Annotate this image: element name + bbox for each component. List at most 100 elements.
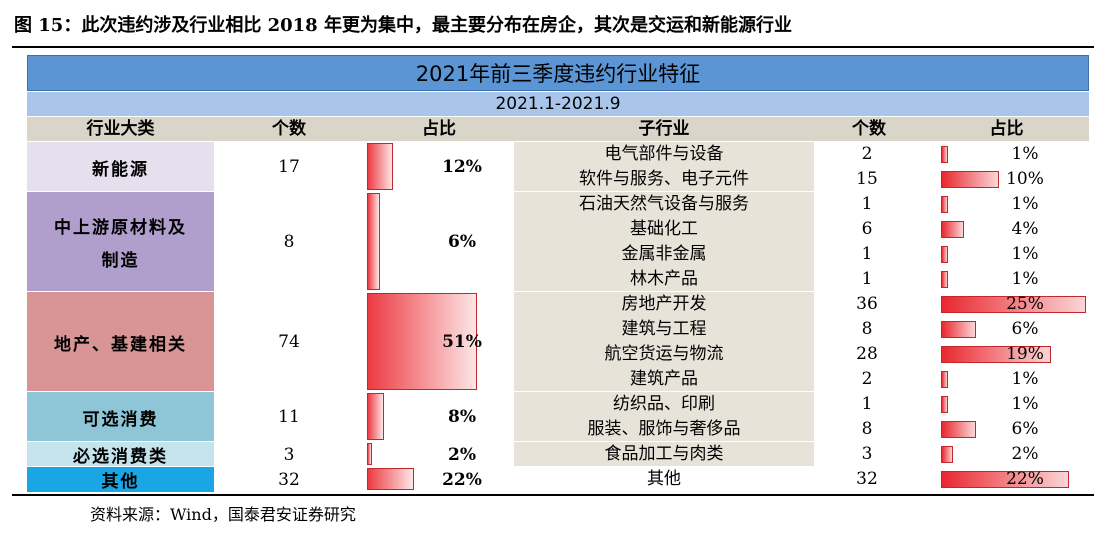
category-share-label: 2% [448, 444, 476, 465]
subindustry-share-bar [941, 246, 948, 263]
subindustry-share-label: 2% [1011, 444, 1039, 464]
subindustry-block [514, 442, 814, 467]
category-share-cell: 51% [364, 292, 514, 392]
subindustry-count: 28 [856, 344, 878, 364]
subindustry-share-label: 4% [1011, 219, 1039, 239]
subindustry-name: 基础化工 [630, 219, 698, 239]
subindustry-block [514, 192, 814, 292]
header-subindustry: 子行业 [514, 117, 814, 141]
subindustry-share-label: 1% [1011, 394, 1039, 414]
subindustry-name: 石油天然气设备与服务 [579, 194, 749, 214]
subindustry-share-bar [941, 221, 965, 238]
category-count: 3 [214, 442, 364, 467]
subindustry-count: 1 [861, 244, 873, 264]
subindustry-name: 电气部件与设备 [604, 144, 724, 164]
category-name-cell: 必选消费类 [27, 442, 214, 467]
category-share-cell: 22% [364, 467, 514, 492]
category-name: 新能源 [92, 159, 149, 180]
header-sub-share: 占比 [924, 117, 1089, 141]
category-share-cell: 8% [364, 392, 514, 442]
category-name: 必选消费类 [73, 447, 168, 467]
subindustry-share-bar [941, 371, 948, 388]
table-period: 2021.1-2021.9 [27, 92, 1089, 116]
subindustry-share-label: 1% [1011, 369, 1039, 389]
subindustry-share-bar [941, 171, 999, 188]
subindustry-share-label: 1% [1011, 144, 1039, 164]
bottom-rule [12, 494, 1094, 496]
subindustry-share-bar [941, 421, 976, 438]
category-name: 地产、基建相关 [54, 334, 187, 355]
figure-caption: 图 15：此次违约涉及行业相比 2018 年更为集中，最主要分布在房企，其次是交… [14, 15, 792, 36]
subindustry-share-bar [941, 446, 953, 463]
category-share-bar [367, 143, 393, 190]
category-name: 可选消费 [82, 409, 159, 430]
subindustry-name: 建筑与工程 [621, 319, 707, 339]
subindustry-share-bar [941, 296, 1086, 313]
category-share-label: 12% [442, 157, 482, 177]
category-count: 8 [214, 192, 364, 292]
subindustry-share-label: 6% [1011, 319, 1039, 339]
subindustry-block [514, 142, 814, 192]
category-name-cell: 中上游原材料及 制造 [27, 192, 214, 292]
subindustry-count: 2 [861, 144, 873, 164]
category-count: 32 [214, 467, 364, 492]
category-name: 其他 [101, 472, 140, 492]
header-category: 行业大类 [27, 117, 214, 141]
category-count: 11 [214, 392, 364, 442]
subindustry-count: 8 [861, 419, 873, 439]
default-industry-table: 2021年前三季度违约行业特征 2021.1-2021.9 行业大类 个数 占比… [27, 55, 1089, 492]
subindustry-name: 航空货运与物流 [604, 344, 724, 364]
source-note: 资料来源：Wind，国泰君安证券研究 [90, 505, 356, 524]
subindustry-name: 其他 [647, 469, 681, 489]
subindustry-share-bar [941, 396, 948, 413]
subindustry-count: 3 [861, 444, 873, 464]
subindustry-count: 1 [861, 394, 873, 414]
category-share-bar [367, 393, 385, 440]
subindustry-share-label: 25% [1006, 294, 1044, 314]
subindustry-name: 纺织品、印刷 [613, 394, 715, 414]
category-share-bar [367, 443, 372, 465]
category-share-bar [367, 193, 380, 290]
table-title: 2021年前三季度违约行业特征 [27, 55, 1089, 91]
subindustry-share-bar [941, 321, 976, 338]
subindustry-count: 1 [861, 194, 873, 214]
subindustry-block [514, 292, 814, 392]
subindustry-share-bar [941, 346, 1052, 363]
subindustry-share-label: 19% [1006, 344, 1044, 364]
category-name-line2: 制造 [101, 251, 140, 271]
header-sub-count: 个数 [814, 117, 924, 141]
category-name-cell: 地产、基建相关 [27, 292, 214, 392]
subindustry-name: 房地产开发 [621, 294, 707, 314]
subindustry-block [514, 392, 814, 442]
category-share-cell: 12% [364, 142, 514, 192]
header-share: 占比 [364, 117, 514, 141]
subindustry-share-bar [941, 271, 948, 288]
header-count: 个数 [214, 117, 364, 141]
subindustry-count: 8 [861, 319, 873, 339]
category-share-bar [367, 293, 477, 390]
subindustry-count: 36 [856, 294, 878, 314]
category-name-cell: 新能源 [27, 142, 214, 192]
subindustry-name: 食品加工与肉类 [604, 444, 724, 464]
subindustry-name: 建筑产品 [630, 369, 698, 389]
subindustry-block [514, 467, 814, 492]
top-rule [12, 46, 1094, 48]
category-share-label: 6% [448, 232, 476, 252]
subindustry-count: 32 [856, 469, 878, 489]
category-share-cell: 6% [364, 192, 514, 292]
category-share-label: 51% [442, 332, 482, 352]
subindustry-share-bar [941, 196, 948, 213]
subindustry-share-label: 1% [1011, 194, 1039, 214]
category-count: 74 [214, 292, 364, 392]
subindustry-share-bar [941, 471, 1069, 488]
subindustry-count: 1 [861, 269, 873, 289]
subindustry-share-label: 1% [1011, 244, 1039, 264]
subindustry-name: 服装、服饰与奢侈品 [587, 419, 741, 439]
subindustry-name: 金属非金属 [621, 244, 707, 264]
subindustry-name: 林木产品 [630, 269, 698, 289]
category-name-line1: 中上游原材料及 [54, 218, 187, 238]
category-name-cell: 可选消费 [27, 392, 214, 442]
category-name-cell: 其他 [27, 467, 214, 492]
subindustry-count: 15 [856, 169, 878, 189]
category-share-bar [367, 468, 415, 490]
